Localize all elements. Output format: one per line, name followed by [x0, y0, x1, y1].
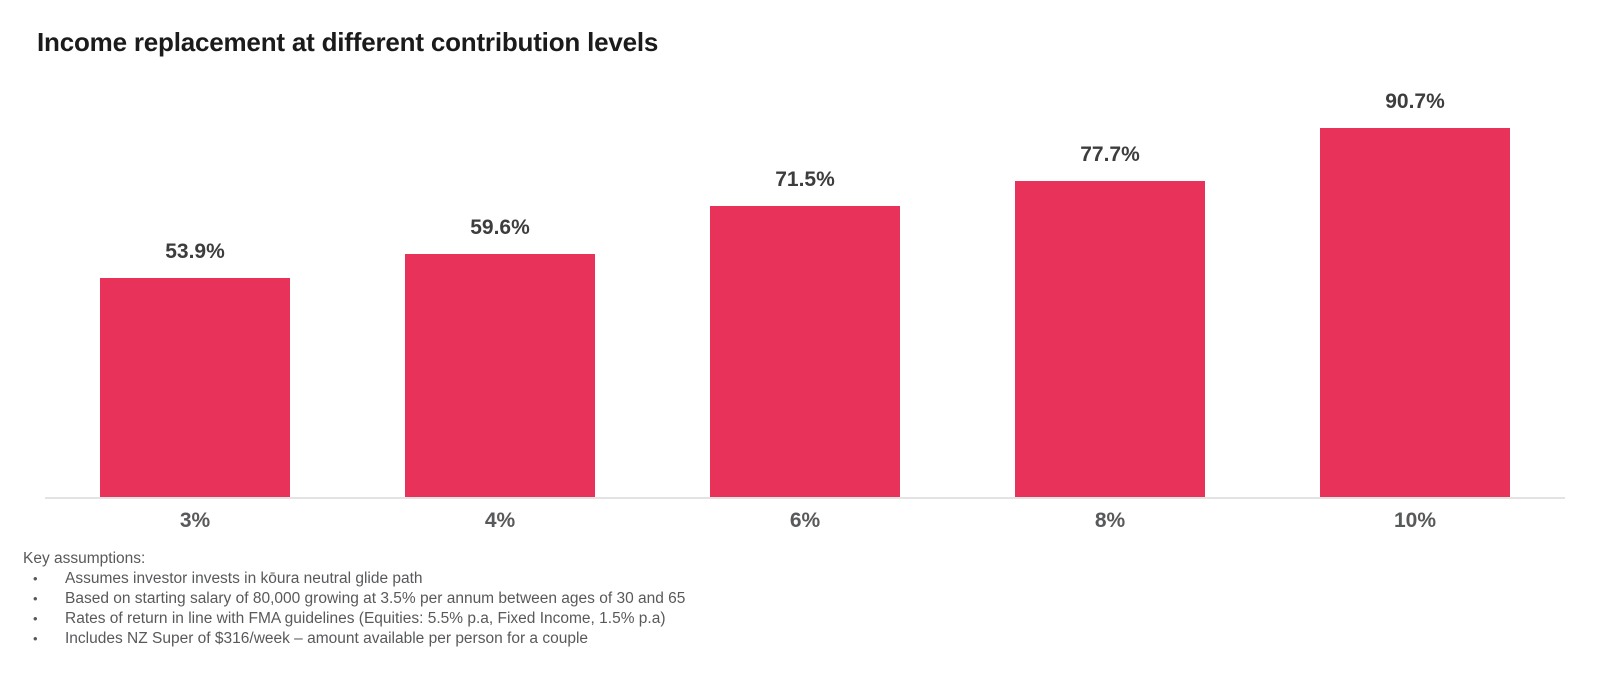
bar: [1320, 128, 1510, 497]
bar-value-label: 77.7%: [1080, 143, 1140, 166]
bar-group: 71.5%: [710, 168, 900, 497]
bar-group: 53.9%: [100, 240, 290, 497]
chart-title: Income replacement at different contribu…: [37, 27, 659, 57]
bar-group: 77.7%: [1015, 143, 1205, 497]
x-axis-tick-label: 3%: [179, 509, 211, 532]
assumption-item: • Assumes investor invests in kōura neutr…: [23, 569, 685, 589]
bar-value-label: 53.9%: [165, 240, 225, 263]
bullet-dot: •: [33, 571, 38, 586]
assumption-text: Assumes investor invests in kōura neutra…: [65, 570, 423, 587]
bar-value-label: 71.5%: [775, 168, 835, 191]
bullet-dot: •: [33, 631, 38, 646]
x-axis-labels: 3% 4% 6% 8% 10%: [45, 509, 1565, 533]
bar-value-label: 59.6%: [470, 216, 530, 239]
bar: [710, 206, 900, 497]
bar-value-label: 90.7%: [1385, 90, 1445, 113]
x-axis-tick-label: 4%: [484, 509, 516, 532]
bar-group: 59.6%: [405, 216, 595, 497]
assumption-text: Includes NZ Super of $316/week – amount …: [65, 630, 589, 647]
x-axis-tick-label: 8%: [1094, 509, 1126, 532]
bar-group: 90.7%: [1320, 90, 1510, 497]
bar: [405, 254, 595, 497]
bar: [100, 278, 290, 497]
assumptions-heading: Key assumptions:: [23, 550, 146, 567]
assumptions-list: • Assumes investor invests in kōura neutr…: [23, 569, 685, 649]
bar: [1015, 181, 1205, 497]
key-assumptions: Key assumptions: • Assumes investor inves…: [23, 549, 685, 649]
assumption-item: • Rates of return in line with FMA guidel…: [23, 609, 685, 629]
x-axis-tick-label: 6%: [789, 509, 821, 532]
assumption-text: Based on starting salary of 80,000 growi…: [65, 590, 686, 607]
assumption-item: • Includes NZ Super of $316/week – amount…: [23, 629, 685, 649]
x-axis-tick-label: 10%: [1393, 509, 1437, 532]
plot-area: 53.9% 59.6% 71.5% 77.7% 90.7%: [45, 90, 1565, 497]
assumption-item: • Based on starting salary of 80,000 grow…: [23, 589, 685, 609]
bullet-dot: •: [33, 591, 38, 606]
assumption-text: Rates of return in line with FMA guideli…: [65, 610, 666, 627]
bar-chart: 53.9% 59.6% 71.5% 77.7% 90.7% 3% 4% 6% 8% 10%: [45, 90, 1565, 533]
bullet-dot: •: [33, 611, 38, 626]
x-axis-line: [45, 497, 1565, 499]
